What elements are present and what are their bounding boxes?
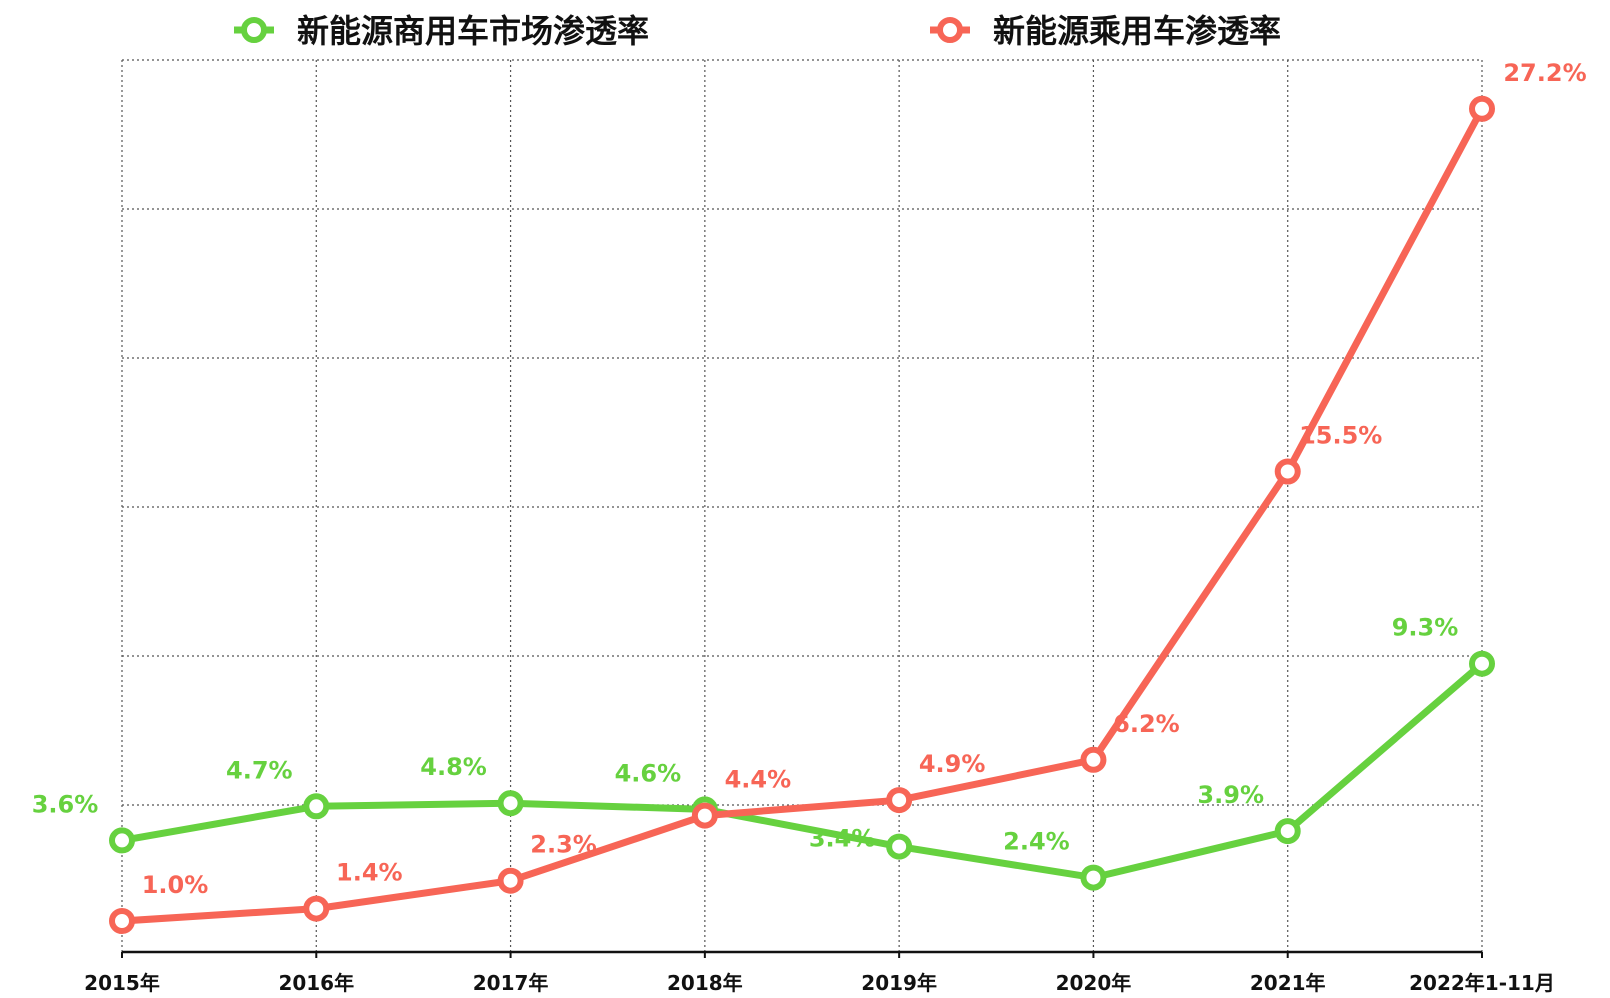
data-label: 3.4%: [809, 825, 876, 853]
x-tick-label: 2021年: [1250, 971, 1326, 994]
x-tick-label: 2019年: [861, 971, 937, 994]
data-label: 4.9%: [919, 750, 986, 778]
x-tick-label: 2020年: [1056, 971, 1132, 994]
data-point-marker: [303, 793, 330, 820]
x-tick-label: 2022年1-11月: [1409, 971, 1555, 994]
data-point-marker: [1080, 746, 1107, 773]
data-label: 4.4%: [725, 766, 792, 794]
data-label: 3.6%: [32, 790, 99, 818]
data-point-marker: [1080, 864, 1107, 891]
data-point-marker: [1274, 458, 1301, 485]
x-tick-label: 2017年: [473, 971, 549, 994]
x-tick-label: 2018年: [667, 971, 743, 994]
data-point-marker: [109, 827, 135, 854]
data-point-marker: [1274, 818, 1301, 845]
data-label: 9.3%: [1392, 614, 1459, 642]
data-label: 15.5%: [1299, 422, 1382, 450]
data-labels: 3.6% 4.7% 4.8% 4.6% 3.4% 2.4% 3.9% 9.3% 1.0% 1.4%…: [32, 59, 1587, 899]
legend-marker: [937, 17, 963, 43]
legend: 新能源商用车市场渗透率 新能源乘用车渗透率: [234, 12, 1281, 50]
x-tick-label: 2016年: [278, 971, 354, 994]
x-tick-label: 2015年: [84, 971, 160, 994]
series-line: [118, 660, 1486, 882]
data-label: 4.6%: [615, 759, 682, 787]
data-label: 2.3%: [530, 831, 597, 859]
data-point-marker: [886, 833, 913, 860]
data-point-marker: [497, 790, 524, 817]
data-label: 1.0%: [142, 871, 209, 899]
data-point-marker: [1469, 650, 1495, 677]
data-point-marker: [109, 908, 135, 934]
legend-label: 新能源乘用车渗透率: [993, 12, 1281, 50]
grid: [121, 59, 1483, 952]
data-point-marker: [691, 802, 718, 829]
legend-label: 新能源商用车市场渗透率: [297, 12, 649, 50]
data-point-marker: [1469, 95, 1495, 122]
data-point-marker: [303, 895, 330, 922]
legend-marker: [241, 17, 267, 43]
data-label: 4.8%: [420, 753, 487, 781]
data-label: 3.9%: [1197, 781, 1264, 809]
data-label: 1.4%: [336, 859, 403, 887]
series-line: [118, 105, 1486, 925]
data-label: 27.2%: [1503, 59, 1586, 87]
data-label: 6.2%: [1113, 710, 1180, 738]
data-label: 2.4%: [1003, 828, 1070, 856]
data-point-marker: [497, 867, 524, 894]
series-lines: [109, 95, 1495, 934]
data-point-marker: [886, 787, 913, 814]
x-axis: 2015年 2016年 2017年 2018年 2019年 2020年 2021年 2022年…: [84, 950, 1555, 995]
data-label: 4.7%: [226, 756, 293, 784]
